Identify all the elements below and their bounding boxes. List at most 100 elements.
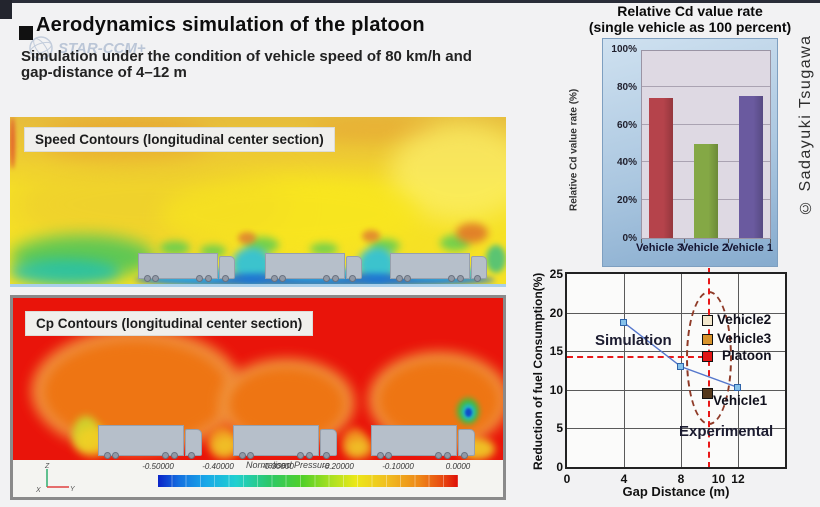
colorbar-tick-label: -0.20000 [322, 462, 354, 471]
truck-wheel-icon [444, 452, 451, 459]
truck-wheel-icon [457, 275, 464, 282]
truck-wheel-icon [239, 452, 246, 459]
truck-wheel-icon [171, 452, 178, 459]
cd-bar-chart-panel: 100% 80% 60% 40% 20% 0% Vehicle 3 Vehicle 2 Vehi… [602, 38, 778, 267]
truck-wheel-icon [385, 452, 392, 459]
experimental-point-label: Vehicle3 [717, 331, 772, 347]
truck-wheel-icon [112, 452, 119, 459]
xtick-label: 8 [677, 472, 685, 486]
bar [693, 143, 718, 238]
ytick-label: 25 [549, 267, 563, 281]
gridline-horizontal [567, 312, 785, 314]
bar-gridline [642, 85, 770, 87]
contour-blob [362, 230, 380, 242]
xtick-label: 12 [731, 472, 745, 486]
simulation-marker [620, 319, 628, 327]
experimental-marker [702, 351, 714, 363]
bar-category-label: Vehicle 1 [725, 242, 774, 254]
experimental-marker [702, 334, 714, 346]
truck-trailer [98, 425, 184, 456]
truck-wheel-icon [404, 275, 411, 282]
truck-wheel-icon [461, 452, 468, 459]
axis-tick [641, 239, 642, 243]
xtick-label: 0 [563, 472, 571, 486]
contour-blob [456, 223, 488, 243]
experimental-marker [702, 315, 714, 327]
truck-silhouette [138, 253, 236, 282]
truck-trailer [233, 425, 319, 456]
bar-ytick-label: 60% [616, 119, 637, 131]
contour-blob [238, 232, 256, 244]
axis-tick [727, 239, 729, 243]
colorbar-tick-label: -0.50000 [142, 462, 174, 471]
truck-wheel-icon [196, 275, 203, 282]
slide-subtitle-line1: Simulation under the condition of vehicl… [21, 48, 472, 65]
slide-title: Aerodynamics simulation of the platoon [36, 14, 425, 36]
truck-silhouette [265, 253, 363, 282]
contour-blob [345, 438, 373, 458]
contour-blob [465, 408, 472, 417]
star-ccm-watermark: STAR-CCM+ [26, 34, 146, 62]
road-line [10, 284, 506, 287]
truck-wheel-icon [247, 452, 254, 459]
bar-ytick-label: 80% [616, 81, 637, 93]
cd-chart-title-line2: (single vehicle as 100 percent) [588, 19, 792, 35]
contour-blob [160, 241, 190, 255]
slide-subtitle-line2: gap-distance of 4–12 m [21, 64, 187, 81]
colorbar-tick-label: -0.10000 [382, 462, 414, 471]
speed-contours-label: Speed Contours (longitudinal center sect… [24, 127, 335, 152]
truck-wheel-icon [323, 275, 330, 282]
copyright-note: © Sadayuki Tsugawa [797, 34, 814, 216]
truck-wheel-icon [162, 452, 169, 459]
bar-category-label: Vehicle 3 [635, 242, 684, 254]
truck-trailer [138, 253, 218, 279]
svg-text:Z: Z [44, 463, 50, 470]
experimental-annotation: Experimental [679, 423, 774, 440]
axis-triad-icon: Z X Y [35, 463, 75, 494]
cp-contours-panel: Cp Contours (longitudinal center section… [10, 295, 506, 500]
fuel-chart-xlabel: Gap Distance (m) [622, 484, 730, 499]
ytick-label: 5 [556, 421, 563, 436]
axis-tick [684, 239, 686, 243]
truck-wheel-icon [474, 275, 481, 282]
truck-wheel-icon [222, 275, 229, 282]
section-bullet-icon [19, 26, 33, 40]
truck-wheel-icon [448, 275, 455, 282]
normalised-pressure-title: Normalised Pressure [245, 460, 331, 470]
truck-wheel-icon [297, 452, 304, 459]
truck-trailer [265, 253, 345, 279]
truck-trailer [390, 253, 470, 279]
truck-wheel-icon [152, 275, 159, 282]
truck-silhouette [98, 425, 203, 459]
simulation-marker [677, 363, 685, 371]
fuel-chart-ylabel: Reduction of fuel Consumption(%) [531, 272, 545, 470]
gridline-vertical [680, 274, 682, 467]
cd-chart-title-line1: Relative Cd value rate [617, 3, 763, 19]
truck-wheel-icon [377, 452, 384, 459]
gridline-horizontal [567, 428, 785, 430]
xtick-label: 4 [620, 472, 628, 486]
colorbar-strip: Z X Y Normalised Pressure -0.50000 -0.400… [13, 460, 503, 497]
svg-text:X: X [35, 487, 41, 494]
simulation-marker [734, 383, 742, 391]
ytick-label: 0 [556, 460, 563, 474]
bar-ytick-label: 40% [616, 157, 637, 169]
gridline-vertical [737, 274, 739, 467]
ref-line-horizontal [567, 356, 704, 359]
simulation-annotation: Simulation [595, 332, 672, 349]
bar [648, 98, 673, 238]
bar-ytick-label: 0% [622, 233, 637, 244]
truck-silhouette [390, 253, 488, 282]
truck-wheel-icon [279, 275, 286, 282]
truck-wheel-icon [435, 452, 442, 459]
truck-wheel-icon [323, 452, 330, 459]
truck-wheel-icon [332, 275, 339, 282]
svg-text:Y: Y [70, 486, 75, 493]
gridline-horizontal [567, 389, 785, 391]
truck-silhouette [371, 425, 476, 459]
corner-mark [0, 0, 12, 19]
ref-line-vertical [708, 268, 711, 468]
experimental-point-label: Vehicle2 [717, 312, 772, 328]
truck-wheel-icon [349, 275, 356, 282]
